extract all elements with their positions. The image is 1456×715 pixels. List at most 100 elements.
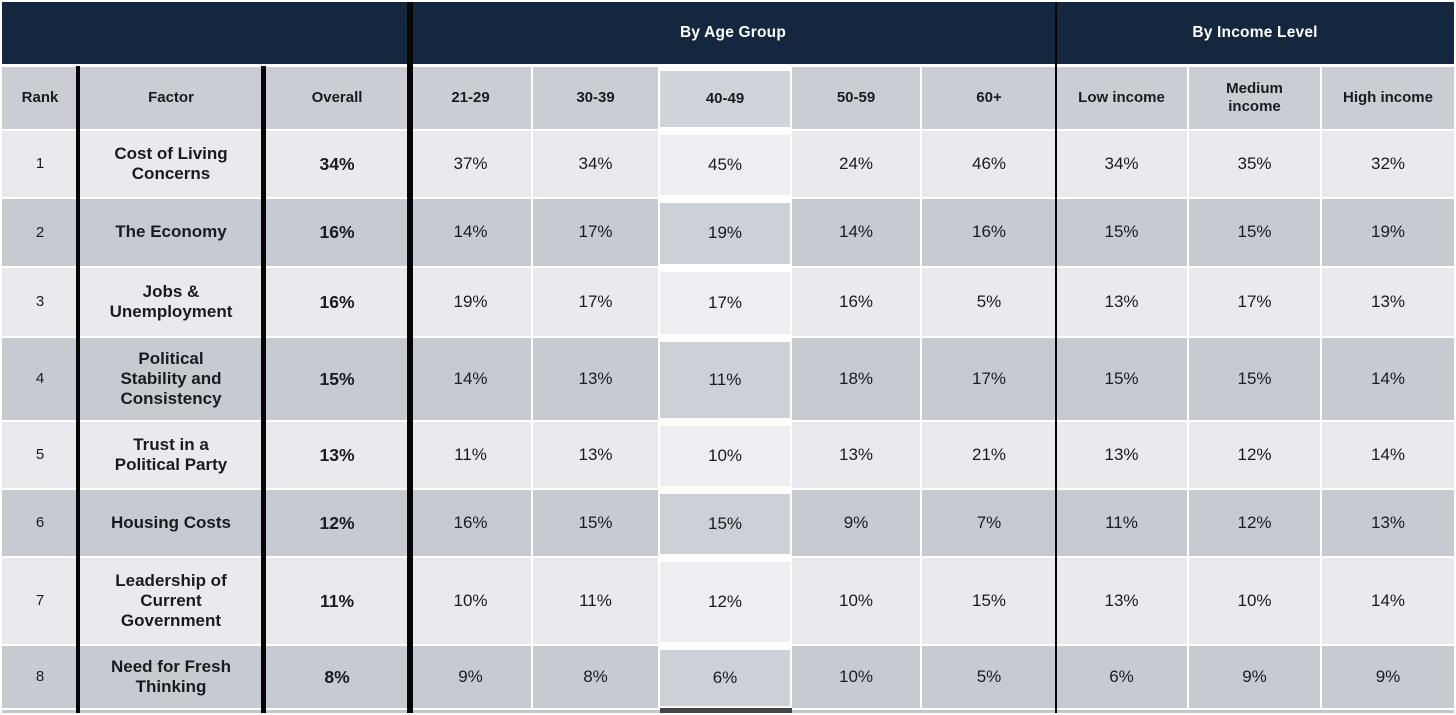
cell-value-60: 21% <box>922 422 1056 490</box>
table-header-band: By Age Group By Income Level <box>2 2 1454 64</box>
divider-agegroup-income <box>1055 2 1057 713</box>
cell-rank: 7 <box>2 558 78 646</box>
cell-value-medium-income: 12% <box>1189 490 1322 558</box>
column-header-rank: Rank <box>2 67 78 131</box>
cell-value-medium-income: 35% <box>1189 131 1322 199</box>
cell-value-medium-income: 12% <box>1189 422 1322 490</box>
column-header-medium-income: Medium income <box>1189 67 1322 131</box>
cell-value-60: 5% <box>922 268 1056 338</box>
cell-value-40-49: 15% <box>660 490 792 558</box>
cell-value-30-39: 34% <box>533 131 660 199</box>
cell-value-60: 7% <box>922 490 1056 558</box>
divider-factor-overall <box>261 66 266 713</box>
column-header-high-income: High income <box>1322 67 1454 131</box>
cell-value-high-income: 9% <box>1322 646 1454 710</box>
cell-value-low-income: 13% <box>1056 558 1189 646</box>
cell-value-21-29: 9% <box>410 646 533 710</box>
cell-value-21-29: 14% <box>410 199 533 268</box>
cell-factor: Political Stability and Consistency <box>78 338 264 422</box>
cell-overall: 12% <box>264 490 410 558</box>
column-header-40-49: 40-49 <box>660 67 792 131</box>
cell-value-medium-income: 10% <box>1189 558 1322 646</box>
cell-value-30-39: 15% <box>533 490 660 558</box>
highlight-column-bottom-bar <box>660 708 792 713</box>
cell-value-30-39: 11% <box>533 558 660 646</box>
column-header-60: 60+ <box>922 67 1056 131</box>
cell-value-low-income: 13% <box>1056 422 1189 490</box>
cell-rank: 6 <box>2 490 78 558</box>
cell-rank: 2 <box>2 199 78 268</box>
cell-value-40-49: 11% <box>660 338 792 422</box>
cell-value-50-59: 9% <box>792 490 922 558</box>
cell-overall: 8% <box>264 646 410 710</box>
cell-overall: 16% <box>264 199 410 268</box>
column-header-overall: Overall <box>264 67 410 131</box>
cell-value-21-29: 11% <box>410 422 533 490</box>
cell-value-low-income: 13% <box>1056 268 1189 338</box>
cell-value-60: 17% <box>922 338 1056 422</box>
cell-rank: 1 <box>2 131 78 199</box>
column-header-21-29: 21-29 <box>410 67 533 131</box>
income-level-header: By Income Level <box>1192 24 1318 41</box>
cell-value-low-income: 11% <box>1056 490 1189 558</box>
divider-overall-agegroup <box>407 2 413 713</box>
column-header-low-income: Low income <box>1056 67 1189 131</box>
cell-value-21-29: 37% <box>410 131 533 199</box>
cell-rank: 4 <box>2 338 78 422</box>
cell-value-medium-income: 15% <box>1189 199 1322 268</box>
band-separator <box>2 64 1454 67</box>
cell-value-21-29: 14% <box>410 338 533 422</box>
cell-factor: Housing Costs <box>78 490 264 558</box>
cell-overall: 34% <box>264 131 410 199</box>
cell-overall: 15% <box>264 338 410 422</box>
data-table: Rank Factor Overall 21-29 30-39 40-49 50-59 60+… <box>2 67 1454 713</box>
cell-value-40-49: 19% <box>660 199 792 268</box>
cell-value-30-39: 13% <box>533 422 660 490</box>
cell-value-40-49: 6% <box>660 646 792 710</box>
cell-rank: 5 <box>2 422 78 490</box>
column-header-factor: Factor <box>78 67 264 131</box>
cell-value-high-income: 14% <box>1322 558 1454 646</box>
cell-factor: Need for Fresh Thinking <box>78 646 264 710</box>
cell-value-50-59: 10% <box>792 558 922 646</box>
cell-factor: The Economy <box>78 199 264 268</box>
band-empty-corner <box>2 2 410 64</box>
cell-value-50-59: 14% <box>792 199 922 268</box>
cell-factor: Trust in a Political Party <box>78 422 264 490</box>
cell-value-21-29: 19% <box>410 268 533 338</box>
cell-value-60: 15% <box>922 558 1056 646</box>
column-header-50-59: 50-59 <box>792 67 922 131</box>
age-group-header: By Age Group <box>679 24 787 41</box>
cell-value-low-income: 34% <box>1056 131 1189 199</box>
cell-factor: Leadership of Current Government <box>78 558 264 646</box>
cell-value-40-49: 17% <box>660 268 792 338</box>
column-header-30-39: 30-39 <box>533 67 660 131</box>
cell-value-high-income: 14% <box>1322 422 1454 490</box>
cell-value-low-income: 6% <box>1056 646 1189 710</box>
cell-overall: 11% <box>264 558 410 646</box>
cell-value-high-income: 13% <box>1322 490 1454 558</box>
cell-overall: 13% <box>264 422 410 490</box>
cell-value-50-59: 16% <box>792 268 922 338</box>
cell-value-high-income: 32% <box>1322 131 1454 199</box>
cell-value-medium-income: 17% <box>1189 268 1322 338</box>
cell-value-low-income: 15% <box>1056 338 1189 422</box>
cell-value-medium-income: 9% <box>1189 646 1322 710</box>
cell-value-60: 5% <box>922 646 1056 710</box>
cell-value-40-49: 12% <box>660 558 792 646</box>
cell-factor: Cost of Living Concerns <box>78 131 264 199</box>
cell-value-40-49: 10% <box>660 422 792 490</box>
cell-value-60: 46% <box>922 131 1056 199</box>
cell-factor: Jobs & Unemployment <box>78 268 264 338</box>
cell-value-21-29: 16% <box>410 490 533 558</box>
cell-overall: 16% <box>264 268 410 338</box>
divider-rank-factor <box>76 66 80 713</box>
cell-value-low-income: 15% <box>1056 199 1189 268</box>
cell-value-high-income: 13% <box>1322 268 1454 338</box>
cell-value-medium-income: 15% <box>1189 338 1322 422</box>
cell-value-high-income: 14% <box>1322 338 1454 422</box>
cell-value-60: 16% <box>922 199 1056 268</box>
cell-value-high-income: 19% <box>1322 199 1454 268</box>
cell-value-30-39: 8% <box>533 646 660 710</box>
cell-rank: 8 <box>2 646 78 710</box>
